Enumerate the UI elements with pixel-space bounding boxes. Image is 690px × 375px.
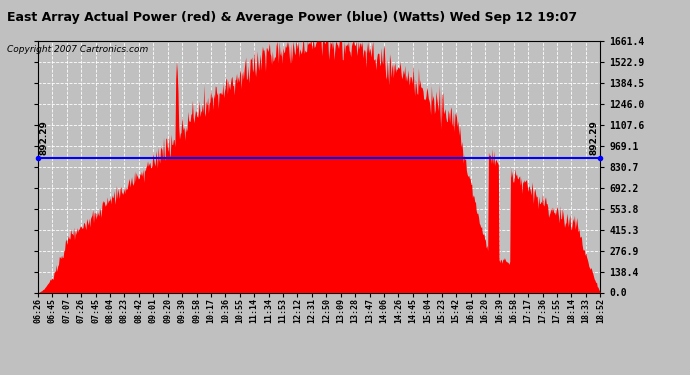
Text: Copyright 2007 Cartronics.com: Copyright 2007 Cartronics.com — [7, 45, 148, 54]
Text: 892.29: 892.29 — [590, 120, 599, 154]
Text: East Array Actual Power (red) & Average Power (blue) (Watts) Wed Sep 12 19:07: East Array Actual Power (red) & Average … — [7, 11, 577, 24]
Text: 892.29: 892.29 — [39, 120, 48, 154]
